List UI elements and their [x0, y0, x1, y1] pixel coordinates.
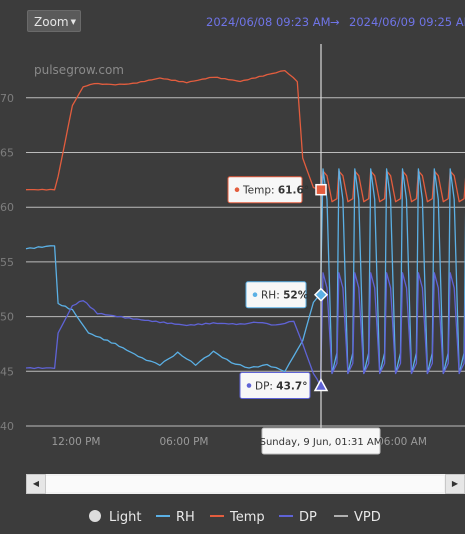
scroll-right-button[interactable]: ▶ [445, 474, 465, 494]
watermark: pulsegrow.com [34, 63, 124, 77]
series-line-dp[interactable] [25, 272, 465, 387]
chart-toolbar: Zoom ▼ 2024/06/08 09:23 AM → 2024/06/09 0… [0, 0, 465, 44]
temp-line-icon [210, 515, 224, 517]
legend-label: VPD [354, 510, 381, 525]
rh-marker[interactable] [313, 287, 329, 302]
legend-label: RH [176, 510, 195, 525]
temp-marker[interactable] [315, 183, 327, 196]
legend-item-vpd[interactable]: VPD [334, 509, 381, 527]
y-tick-label: 40 [0, 420, 14, 433]
tooltip-rh-dot [252, 292, 258, 298]
legend-item-light[interactable]: Light [89, 509, 141, 527]
tooltip-rh-box [245, 281, 307, 309]
range-arrow-icon: → [330, 15, 340, 29]
scroll-thumb[interactable] [46, 476, 444, 492]
range-end[interactable]: 2024/06/09 09:25 AM [349, 15, 465, 29]
zoom-label: Zoom [34, 15, 69, 29]
legend-label: Temp [230, 510, 265, 525]
range-start[interactable]: 2024/06/08 09:23 AM [206, 15, 331, 29]
x-tick-label: 12:00 PM [52, 436, 101, 448]
crosshair-label: Sunday, 9 Jun, 01:31 AM [260, 437, 383, 448]
tooltip-rh-label: RH: [261, 290, 283, 302]
y-tick-label: 55 [0, 256, 14, 269]
x-tick-label: 06:00 PM [160, 436, 209, 448]
tooltip-dp-box [239, 372, 311, 400]
tooltip-dp-label: DP: [255, 381, 276, 393]
legend-label: Light [109, 510, 142, 525]
tooltip-temp-value: 61.6° [278, 185, 309, 197]
zoom-button[interactable]: Zoom ▼ [27, 10, 81, 32]
tooltip-dp-dot [246, 383, 252, 388]
y-tick-label: 70 [0, 92, 14, 105]
tooltip-rh-value: 52% [283, 290, 309, 302]
legend-label: DP [299, 510, 317, 525]
dp-line-icon [279, 515, 293, 517]
y-tick-label: 60 [0, 201, 14, 214]
rh-line-icon [156, 515, 170, 517]
y-tick-label: 50 [0, 311, 14, 324]
tooltip-temp-dot [234, 187, 240, 192]
legend-item-dp[interactable]: DP [279, 509, 317, 527]
y-tick-label: 45 [0, 365, 14, 378]
y-tick-label: 65 [0, 147, 14, 160]
legend-item-temp[interactable]: Temp [210, 509, 265, 527]
chart-scrollbar[interactable]: ◀ ▶ [26, 474, 465, 494]
crosshair-label-box [261, 427, 381, 455]
x-tick-label: 06:00 AM [377, 436, 427, 448]
chart-legend: Light RH Temp DP VPD [0, 509, 465, 527]
dp-marker[interactable] [313, 377, 329, 392]
tooltip-temp-text: Temp: 61.6° [242, 185, 309, 197]
tooltip-rh-text: RH: 52% [261, 290, 309, 302]
caret-down-icon: ▼ [70, 18, 76, 26]
light-dot-icon [89, 510, 101, 522]
series-line-rh[interactable] [25, 168, 465, 375]
scroll-left-button[interactable]: ◀ [26, 474, 46, 494]
tooltip-dp-value: 43.7° [276, 381, 307, 393]
tooltip-dp-text: DP: 43.7° [255, 381, 307, 393]
legend-item-rh[interactable]: RH [156, 509, 195, 527]
vpd-line-icon [334, 515, 348, 517]
tooltip-temp-label: Temp: [242, 185, 278, 197]
tooltip-temp-box [227, 176, 303, 204]
